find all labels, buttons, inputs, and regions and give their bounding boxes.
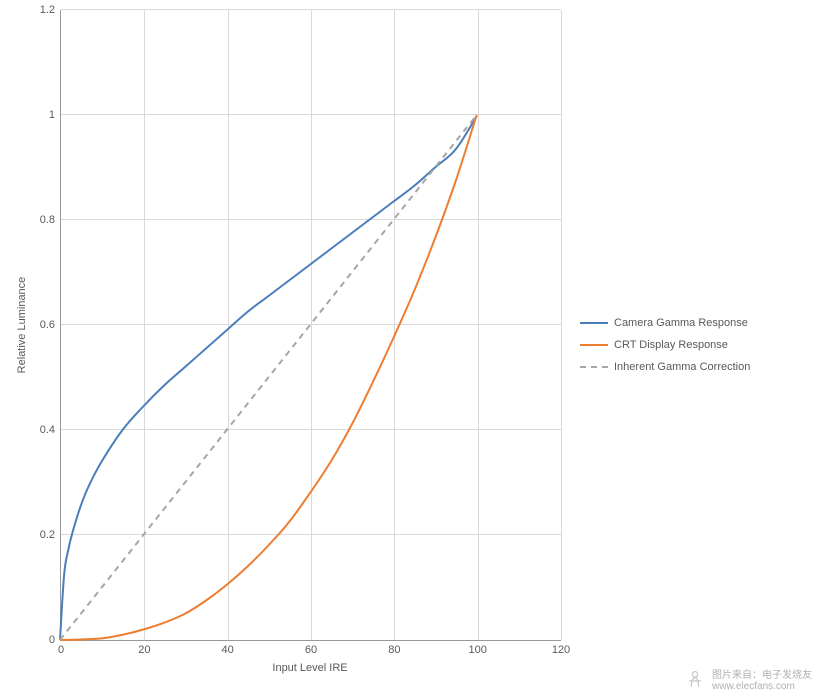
watermark: 图片来自：电子发烧友 www.elecfans.com xyxy=(684,666,812,692)
legend-item-inherent: Inherent Gamma Correction xyxy=(580,358,750,376)
legend-label: Camera Gamma Response xyxy=(614,317,748,329)
x-axis-title: Input Level IRE xyxy=(272,662,347,674)
legend-label: CRT Display Response xyxy=(614,339,728,351)
watermark-logo-icon xyxy=(684,668,706,690)
legend-label: Inherent Gamma Correction xyxy=(614,361,750,373)
legend-swatch-icon xyxy=(580,317,608,329)
y-axis-title: Relative Luminance xyxy=(16,277,28,374)
legend-swatch-icon xyxy=(580,339,608,351)
watermark-text-url: www.elecfans.com xyxy=(712,681,795,692)
chart-container: 00.20.40.60.811.2020406080100120 Relativ… xyxy=(0,0,818,694)
series-inherent xyxy=(60,115,477,640)
watermark-text-cn: 图片来自：电子发烧友 xyxy=(712,670,812,681)
legend: Camera Gamma Response CRT Display Respons… xyxy=(580,310,750,380)
legend-item-crt: CRT Display Response xyxy=(580,336,750,354)
legend-swatch-icon xyxy=(580,361,608,373)
legend-item-camera: Camera Gamma Response xyxy=(580,314,750,332)
